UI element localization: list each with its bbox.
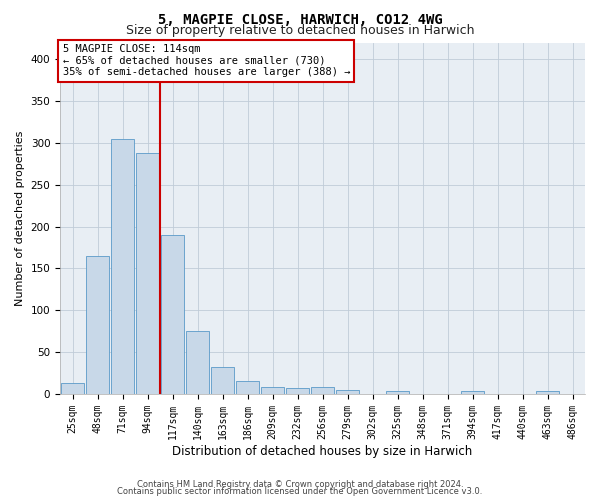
- Bar: [286, 388, 309, 394]
- Text: Contains HM Land Registry data © Crown copyright and database right 2024.: Contains HM Land Registry data © Crown c…: [137, 480, 463, 489]
- Text: Contains public sector information licensed under the Open Government Licence v3: Contains public sector information licen…: [118, 487, 482, 496]
- Bar: [536, 392, 559, 394]
- Bar: [111, 138, 134, 394]
- Bar: [61, 383, 84, 394]
- Bar: [336, 390, 359, 394]
- Text: 5 MAGPIE CLOSE: 114sqm
← 65% of detached houses are smaller (730)
35% of semi-de: 5 MAGPIE CLOSE: 114sqm ← 65% of detached…: [62, 44, 350, 78]
- Text: Size of property relative to detached houses in Harwich: Size of property relative to detached ho…: [126, 24, 474, 37]
- Bar: [236, 380, 259, 394]
- Bar: [86, 256, 109, 394]
- Bar: [211, 367, 234, 394]
- Bar: [161, 235, 184, 394]
- X-axis label: Distribution of detached houses by size in Harwich: Distribution of detached houses by size …: [172, 444, 473, 458]
- Bar: [386, 390, 409, 394]
- Bar: [311, 388, 334, 394]
- Text: 5, MAGPIE CLOSE, HARWICH, CO12 4WG: 5, MAGPIE CLOSE, HARWICH, CO12 4WG: [158, 12, 442, 26]
- Bar: [261, 388, 284, 394]
- Bar: [461, 392, 484, 394]
- Bar: [136, 153, 159, 394]
- Bar: [186, 331, 209, 394]
- Y-axis label: Number of detached properties: Number of detached properties: [15, 130, 25, 306]
